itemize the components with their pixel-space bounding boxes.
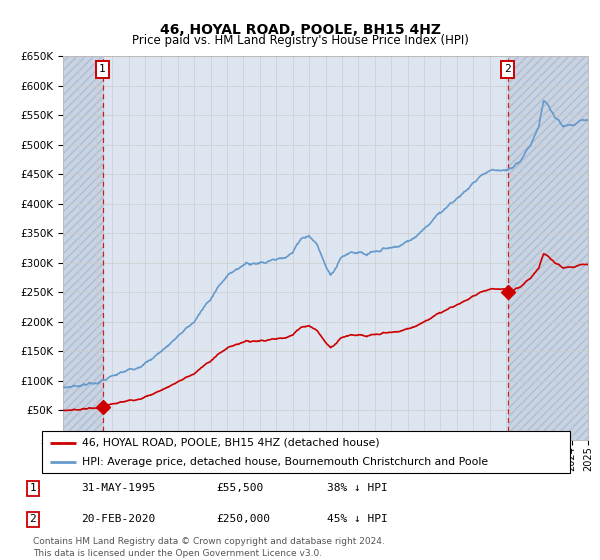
Text: 31-MAY-1995: 31-MAY-1995 (81, 483, 155, 493)
Text: Price paid vs. HM Land Registry's House Price Index (HPI): Price paid vs. HM Land Registry's House … (131, 34, 469, 48)
Text: £55,500: £55,500 (216, 483, 263, 493)
Bar (508, 56, 588, 440)
Text: 1: 1 (29, 483, 37, 493)
Text: £250,000: £250,000 (216, 514, 270, 524)
Text: 46, HOYAL ROAD, POOLE, BH15 4HZ (detached house): 46, HOYAL ROAD, POOLE, BH15 4HZ (detache… (82, 438, 379, 448)
Text: 45% ↓ HPI: 45% ↓ HPI (327, 514, 388, 524)
Text: 2: 2 (505, 64, 511, 74)
Text: 1: 1 (99, 64, 106, 74)
Text: Contains HM Land Registry data © Crown copyright and database right 2024.
This d: Contains HM Land Registry data © Crown c… (33, 537, 385, 558)
Text: 20-FEB-2020: 20-FEB-2020 (81, 514, 155, 524)
Bar (63, 56, 103, 440)
Text: HPI: Average price, detached house, Bournemouth Christchurch and Poole: HPI: Average price, detached house, Bour… (82, 458, 488, 467)
FancyBboxPatch shape (42, 431, 570, 473)
Text: 38% ↓ HPI: 38% ↓ HPI (327, 483, 388, 493)
Text: 46, HOYAL ROAD, POOLE, BH15 4HZ: 46, HOYAL ROAD, POOLE, BH15 4HZ (160, 23, 440, 37)
Text: 2: 2 (29, 514, 37, 524)
